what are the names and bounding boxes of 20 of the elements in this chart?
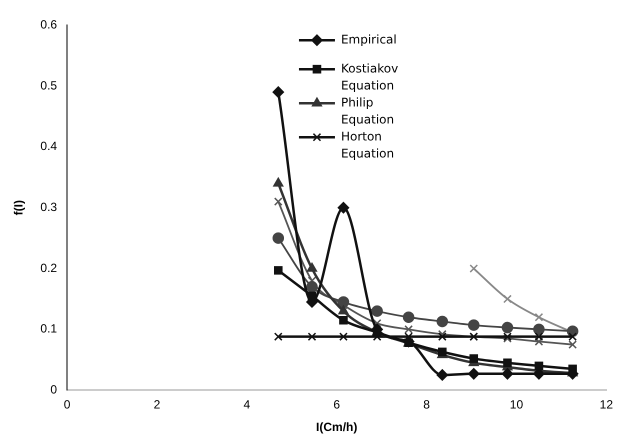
x-tick-label: 2	[154, 398, 161, 412]
legend-label: Horton Equation	[340, 129, 394, 160]
y-tick-label: 0.5	[40, 78, 58, 92]
y-axis-title: f(I)	[12, 200, 26, 216]
y-tick-label: 0.3	[40, 200, 58, 214]
y-tick-label: 0.6	[40, 18, 58, 32]
x-tick-label: 0	[64, 398, 71, 412]
x-axis-title: I(Cm/h)	[316, 420, 358, 434]
x-tick-label: 12	[600, 398, 614, 412]
y-tick-label: 0.2	[40, 260, 58, 275]
y-tick-label: 0.4	[40, 139, 58, 154]
legend-label: Philip Equation	[340, 95, 394, 126]
y-tick-label: 0.1	[40, 322, 58, 336]
x-tick-label: 6	[333, 398, 340, 412]
legend-label: Kostiakov Equation	[340, 61, 398, 92]
x-tick-label: 8	[423, 398, 430, 412]
legend-label: Empirical	[340, 32, 397, 46]
x-tick-label: 4	[243, 398, 250, 412]
x-tick-label: 10	[510, 398, 524, 412]
y-tick-label: 0	[50, 382, 58, 397]
